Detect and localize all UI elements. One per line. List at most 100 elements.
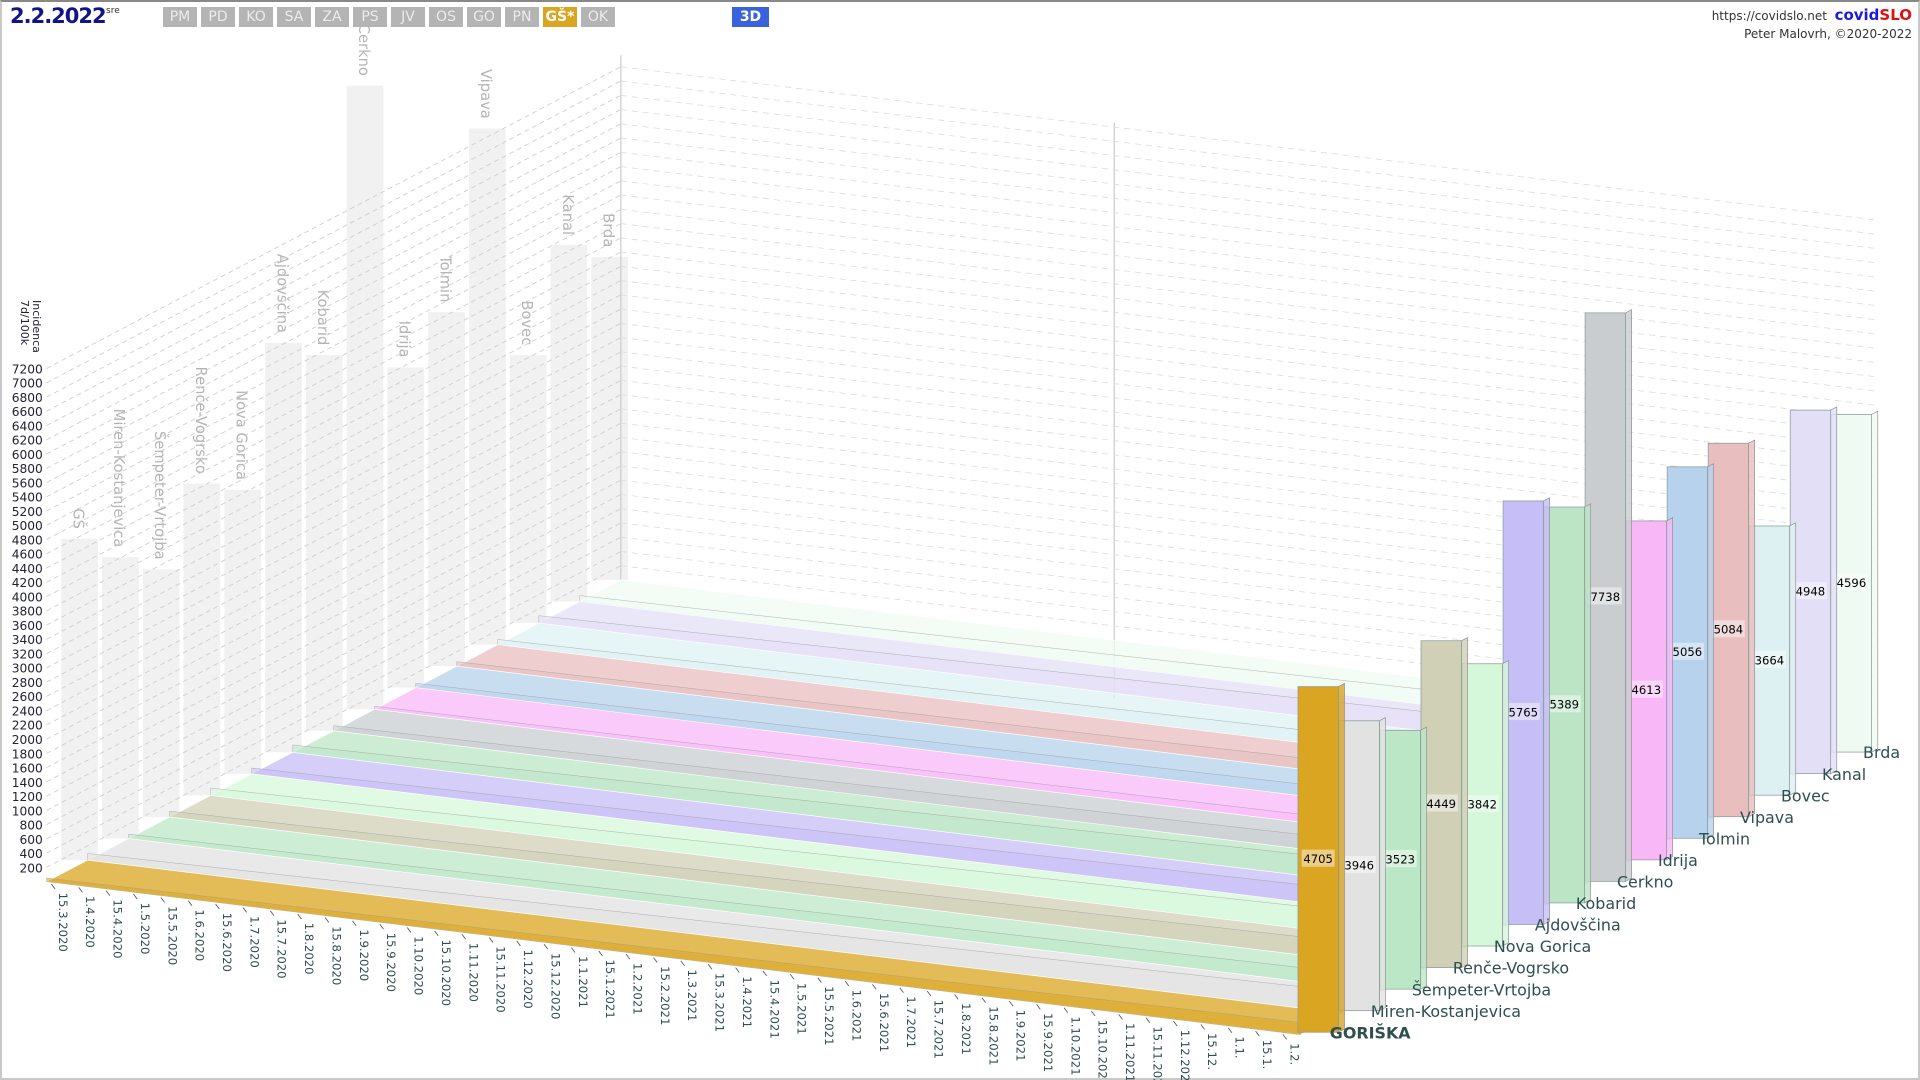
x-tick-label: 1.2. <box>1287 1043 1301 1065</box>
y-tick-label: 2800 <box>12 676 43 690</box>
brand-logo-slo: SLO <box>1879 6 1912 24</box>
x-tick-label: 15.10.2021 <box>1096 1020 1110 1080</box>
x-tick-mark <box>707 964 713 970</box>
3d-mode-button[interactable]: 3D <box>732 7 769 27</box>
y-tick-label: 6000 <box>12 448 43 462</box>
wall-region-label: Cerkno <box>355 24 372 76</box>
gridline-side <box>46 337 622 640</box>
gridline-back <box>620 151 1875 306</box>
y-tick-label: 5600 <box>12 476 43 490</box>
x-tick-label: 1.11.2020 <box>466 943 480 1002</box>
wall-region-label: Kobarid <box>314 290 331 346</box>
site-url-link[interactable]: https://covidslo.net <box>1711 9 1827 23</box>
bar-value-label: 7738 <box>1591 590 1621 604</box>
region-button-9[interactable]: PN <box>505 7 539 27</box>
y-tick-label: 1400 <box>12 776 43 790</box>
bar-side-3 <box>1461 636 1468 969</box>
bar-value-label: 5765 <box>1508 705 1538 719</box>
gridline-side <box>46 123 622 426</box>
y-tick-label: 6200 <box>12 434 43 448</box>
region-button-11[interactable]: OK <box>581 7 615 27</box>
x-tick-mark <box>242 907 248 913</box>
gridline-side <box>46 94 622 398</box>
y-tick-label: 6600 <box>12 405 43 419</box>
gridline-side <box>46 80 622 384</box>
region-button-5[interactable]: PS <box>353 7 387 27</box>
region-button-4[interactable]: ZA <box>315 7 349 27</box>
gridline-back <box>620 322 1875 477</box>
gridline-back <box>620 109 1875 264</box>
y-tick-label: 3600 <box>12 619 43 633</box>
region-label-12: Kanal <box>1822 765 1866 784</box>
x-tick-label: 1.8.2021 <box>959 1003 973 1055</box>
wall-region-label: Nova Gorica <box>233 390 250 480</box>
gridline-side <box>46 379 622 683</box>
region-button-6[interactable]: JV <box>391 7 425 27</box>
gridline-back <box>620 123 1875 278</box>
x-tick-mark <box>543 943 549 950</box>
bar-value-bg <box>1547 695 1581 713</box>
bar-value-bg <box>1383 849 1417 868</box>
y-tick-label: 1600 <box>12 762 43 776</box>
gridline-side <box>46 66 622 369</box>
wall-region-label: Renče-Vogrsko <box>192 367 209 474</box>
gridline-side <box>46 322 622 626</box>
x-tick-mark <box>844 980 850 987</box>
x-tick-label: 15.1.2021 <box>603 960 617 1019</box>
gridline-side <box>46 394 622 697</box>
y-tick-label: 7200 <box>12 362 43 376</box>
x-tick-mark <box>1227 1027 1233 1033</box>
bar-12 <box>1789 409 1831 775</box>
x-tick-mark <box>1145 1017 1151 1023</box>
y-tick-label: 4000 <box>12 590 43 604</box>
region-button-0[interactable]: PM <box>163 7 197 27</box>
bar-value-bg <box>1342 855 1376 874</box>
region-label-4: Nova Gorica <box>1494 937 1591 956</box>
x-tick-mark <box>790 974 795 980</box>
region-button-7[interactable]: OS <box>429 7 463 27</box>
y-tick-label: 5000 <box>12 519 43 533</box>
bar-value-bg <box>1588 587 1622 605</box>
x-tick-label: 1.4.2020 <box>83 896 97 948</box>
region-button-8[interactable]: GO <box>467 7 501 27</box>
wall-region-label: Kanal <box>559 194 576 235</box>
gridline-side <box>46 351 622 654</box>
gridline-back <box>620 194 1875 349</box>
wall-ghost-column <box>265 342 302 753</box>
x-tick-label: 1.10.2021 <box>1068 1016 1082 1075</box>
y-tick-label: 3000 <box>12 662 43 676</box>
bar-value-bg <box>1834 573 1868 591</box>
brand-logo-covid: covid <box>1834 6 1880 24</box>
region-button-1[interactable]: PD <box>201 7 235 27</box>
bar-side-2 <box>1420 726 1427 990</box>
current-date: 2.2.2022 <box>10 4 107 28</box>
y-tick-label: 3200 <box>12 647 43 661</box>
x-tick-mark <box>379 923 384 930</box>
gridline-back <box>620 280 1875 435</box>
x-tick-label: 1.9.2021 <box>1014 1010 1028 1062</box>
credits: https://covidslo.net covidSLO Peter Malo… <box>1712 6 1912 43</box>
x-tick-mark <box>461 933 466 940</box>
x-tick-label: 1.6.2020 <box>193 909 207 961</box>
x-tick-mark <box>133 893 138 900</box>
gridline-side <box>46 109 622 412</box>
region-button-2[interactable]: KO <box>239 7 273 27</box>
x-tick-mark <box>352 920 357 927</box>
x-tick-label: 1.1.2021 <box>576 956 590 1008</box>
bar-value-label: 3842 <box>1467 798 1497 812</box>
x-tick-label: 1.12.2020 <box>521 949 535 1008</box>
region-label-1: Miren-Kostanjevica <box>1371 1002 1521 1021</box>
gridline-back <box>620 308 1875 463</box>
x-tick-mark <box>1118 1014 1123 1020</box>
bar-side-6 <box>1584 503 1591 904</box>
bar-side-11 <box>1789 522 1797 796</box>
gridline-side <box>46 365 622 669</box>
gridline-side <box>46 494 622 797</box>
region-button-3[interactable]: SA <box>277 7 311 27</box>
x-tick-label: 1.7.2021 <box>904 996 918 1048</box>
author-credit: Peter Malovrh, ©2020-2022 <box>1744 27 1912 41</box>
region-button-10[interactable]: GŠ* <box>543 7 577 27</box>
x-tick-label: 15.3.2021 <box>713 973 727 1032</box>
wall-ghost-column <box>102 557 139 839</box>
gridline-back <box>620 94 1875 249</box>
